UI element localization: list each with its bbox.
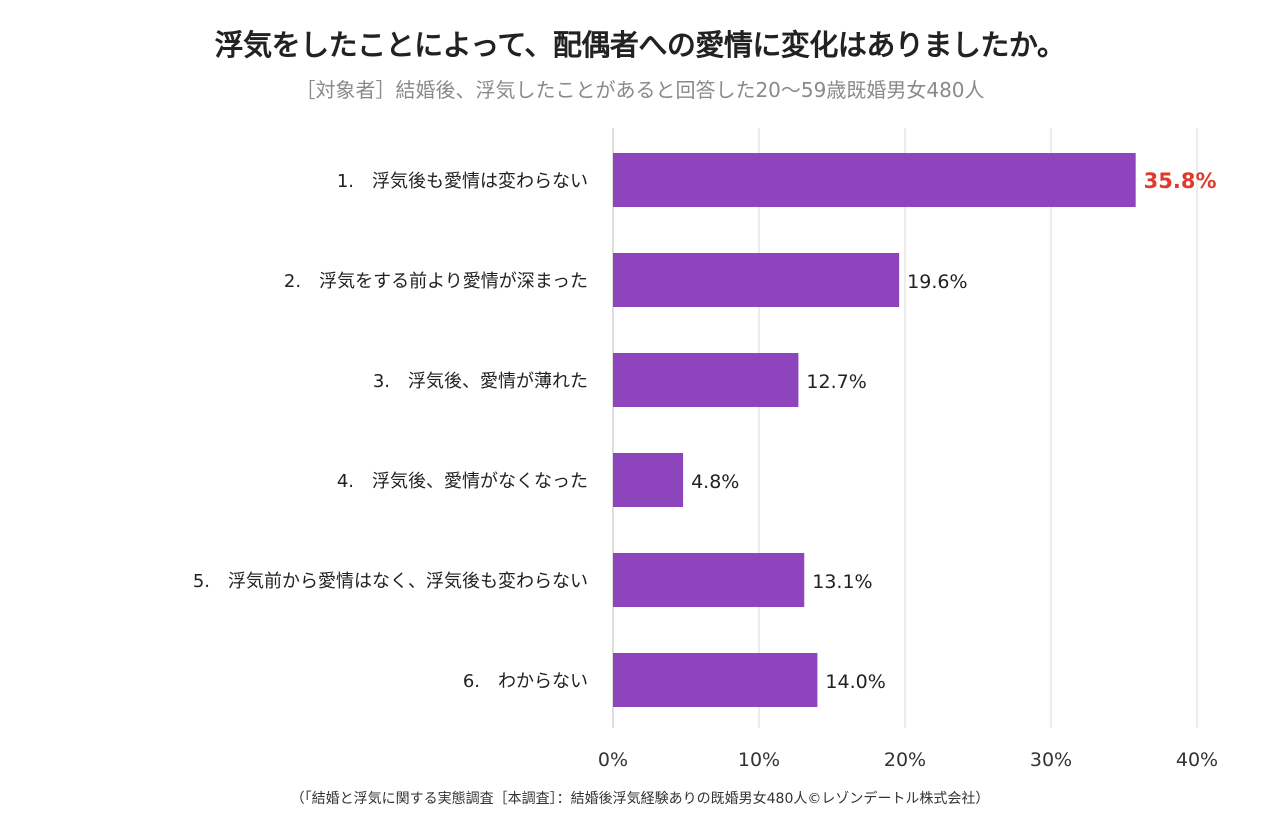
bar <box>613 253 900 307</box>
chart-source: （「結婚と浮気に関する実態調査［本調査］：結婚後浮気経験ありの既婚男女480人©… <box>290 791 990 807</box>
category-label: 6. わからない <box>463 671 588 692</box>
data-label: 14.0% <box>825 671 885 693</box>
data-label: 19.6% <box>907 271 967 293</box>
chart-title: 浮気をしたことによって、配偶者への愛情に変化はありましたか。 <box>214 28 1066 62</box>
data-label: 4.8% <box>691 471 739 493</box>
x-tick-label: 0% <box>598 749 628 771</box>
x-tick-label: 30% <box>1030 749 1072 771</box>
category-label: 5. 浮気前から愛情はなく、浮気後も変わらない <box>193 571 588 592</box>
chart-subtitle: ［対象者］結婚後、浮気したことがあると回答した20～59歳既婚男女480人 <box>295 78 985 102</box>
x-tick-label: 10% <box>738 749 780 771</box>
category-label: 2. 浮気をする前より愛情が深まった <box>284 271 588 292</box>
category-label: 3. 浮気後、愛情が薄れた <box>373 371 588 392</box>
data-label: 12.7% <box>806 371 866 393</box>
bar <box>613 353 799 407</box>
category-label: 4. 浮気後、愛情がなくなった <box>337 471 588 492</box>
x-tick-label: 40% <box>1176 749 1218 771</box>
bar <box>613 453 684 507</box>
bar <box>613 553 805 607</box>
bar <box>613 653 818 707</box>
category-label: 1. 浮気後も愛情は変わらない <box>337 171 588 192</box>
data-label: 35.8% <box>1144 169 1217 193</box>
x-tick-label: 20% <box>884 749 926 771</box>
bar <box>613 153 1136 207</box>
data-label: 13.1% <box>812 571 872 593</box>
